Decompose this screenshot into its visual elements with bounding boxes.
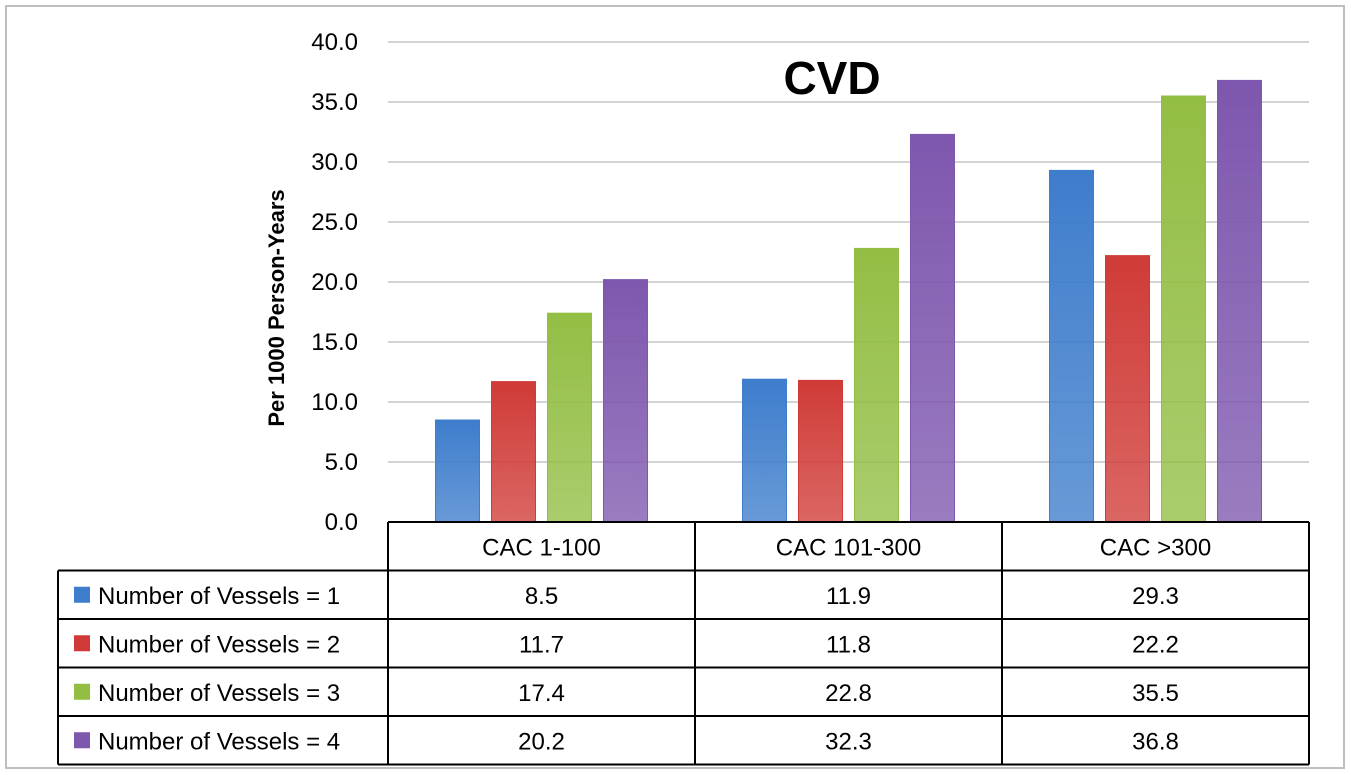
data-label: 29.3 [1132, 583, 1179, 610]
y-tick-label: 25.0 [311, 209, 358, 236]
y-tick-label: 5.0 [325, 449, 358, 476]
y-tick-label: 10.0 [311, 389, 358, 416]
y-axis-ticks: 0.0 5.0 10.0 15.0 20.0 25.0 30.0 35.0 40.0 [311, 29, 358, 536]
data-label: 22.8 [825, 680, 872, 707]
legend-label: Number of Vessels = 2 [98, 631, 340, 658]
data-label: 17.4 [518, 680, 565, 707]
legend-swatch [74, 635, 90, 652]
legend-label: Number of Vessels = 3 [98, 680, 340, 707]
data-label: 22.2 [1132, 631, 1179, 658]
bar [1105, 255, 1150, 523]
y-axis-label: Per 1000 Person-Years [264, 189, 289, 426]
data-table: CAC 1-100 CAC 101-300 CAC >300 Number of Ve… [57, 521, 1310, 766]
data-label: 20.2 [518, 728, 565, 755]
bar [1049, 169, 1094, 523]
bar [435, 419, 480, 523]
data-label: 11.8 [826, 631, 871, 658]
legend-swatch [74, 586, 90, 603]
y-tick-label: 20.0 [311, 269, 358, 296]
chart-title: CVD [783, 52, 880, 104]
bar [1217, 79, 1262, 523]
legend-swatch [74, 683, 90, 700]
category-label: CAC 101-300 [776, 534, 921, 561]
data-label: 36.8 [1132, 728, 1179, 755]
y-tick-label: 40.0 [311, 29, 358, 56]
legend-label: Number of Vessels = 4 [98, 728, 340, 755]
y-tick-label: 15.0 [311, 329, 358, 356]
y-tick-label: 35.0 [311, 89, 358, 116]
bar [910, 133, 955, 523]
bar [1161, 95, 1206, 523]
data-label: 35.5 [1132, 680, 1179, 707]
bar [742, 378, 787, 523]
bar [547, 312, 592, 523]
bar [854, 247, 899, 523]
bar [798, 379, 843, 523]
y-tick-label: 30.0 [311, 149, 358, 176]
data-label: 11.9 [826, 583, 871, 610]
data-label: 8.5 [525, 583, 558, 610]
data-label: 32.3 [825, 728, 872, 755]
legend-swatch [74, 732, 90, 749]
category-label: CAC 1-100 [482, 534, 601, 561]
bars [435, 79, 1262, 523]
bar [603, 279, 648, 523]
data-label: 11.7 [519, 631, 564, 658]
legend-label: Number of Vessels = 1 [98, 583, 340, 610]
category-label: CAC >300 [1100, 534, 1211, 561]
y-tick-label: 0.0 [325, 509, 358, 536]
bar [491, 381, 536, 523]
